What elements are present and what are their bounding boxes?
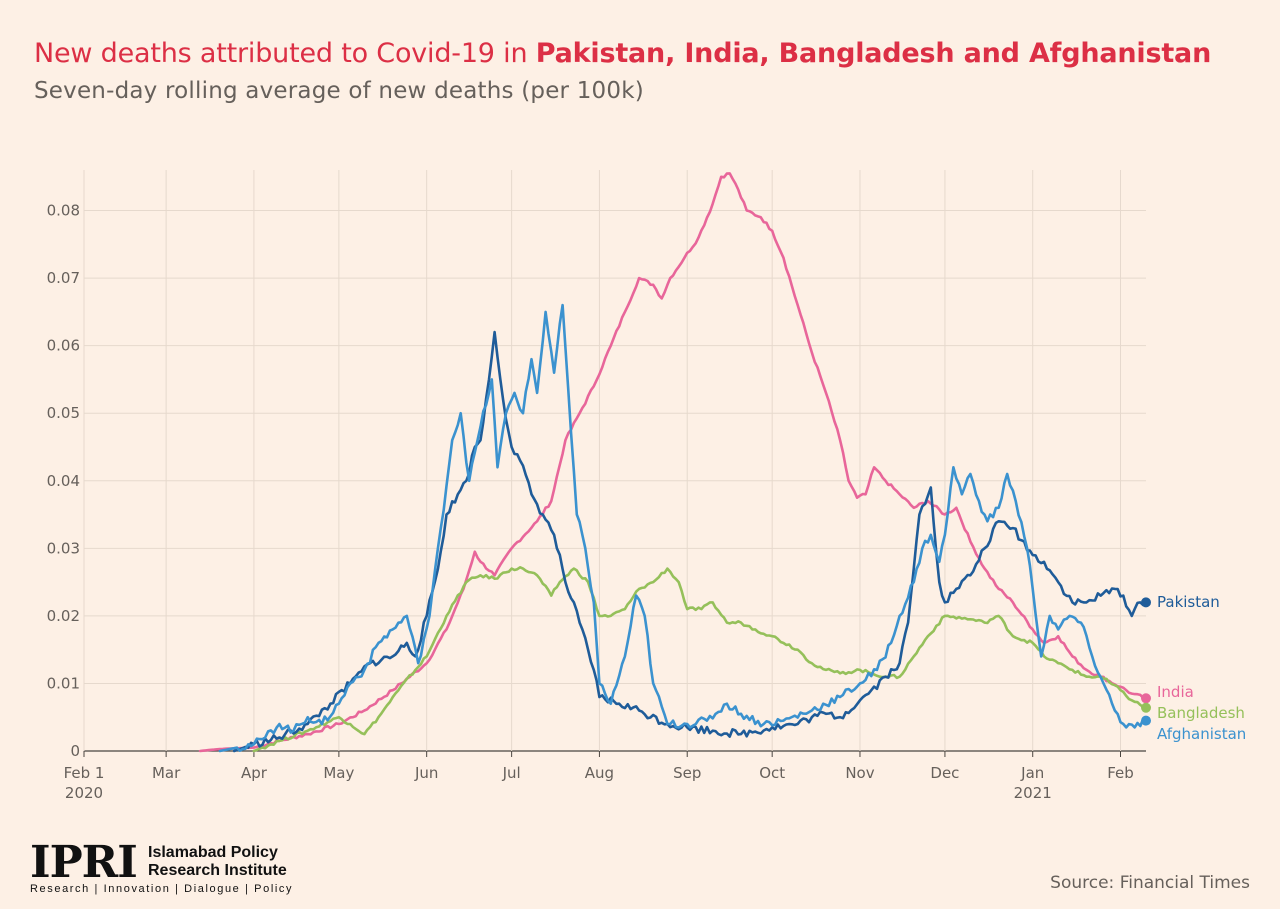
x-tick-label: Feb <box>1107 764 1134 782</box>
x-tick-label: Nov <box>845 764 874 782</box>
series-end-dot-bangladesh <box>1141 702 1151 713</box>
chart-title: New deaths attributed to Covid-19 in Pak… <box>34 38 1211 69</box>
series-label-pakistan: Pakistan <box>1157 593 1220 611</box>
x-tick-label: Mar <box>152 764 181 782</box>
series-lines <box>198 172 1151 753</box>
ipri-logo: IPRI Islamabad Policy Research Institute… <box>30 840 320 900</box>
series-label-bangladesh: Bangladesh <box>1157 704 1245 722</box>
chart-title-prefix: New deaths attributed to Covid-19 in <box>34 38 536 69</box>
series-end-dot-india <box>1141 693 1151 704</box>
x-tick-label: Jul <box>502 764 521 782</box>
x-tick-year: 2020 <box>65 784 103 802</box>
x-tick-label: Aug <box>585 764 614 782</box>
y-tick-label: 0.06 <box>47 337 80 355</box>
series-label-india: India <box>1157 683 1194 701</box>
series-end-labels: India Bangladesh Pakistan Afghanistan <box>1157 593 1246 743</box>
y-tick-label: 0.01 <box>47 674 80 692</box>
logo-tagline: Research | Innovation | Dialogue | Polic… <box>30 883 294 895</box>
series-line-india <box>198 172 1148 753</box>
series-end-dot-afghanistan <box>1141 715 1151 726</box>
series-end-dot-pakistan <box>1141 597 1151 608</box>
gridlines <box>83 170 1146 757</box>
y-tick-label: 0.05 <box>47 404 80 422</box>
series-line-pakistan <box>232 330 1148 753</box>
y-tick-label: 0.03 <box>47 539 80 557</box>
series-line-afghanistan <box>218 303 1148 753</box>
x-tick-label: Jan <box>1020 764 1044 782</box>
x-tick-label: Apr <box>241 764 268 782</box>
y-tick-label: 0.08 <box>47 202 80 220</box>
x-tick-label: Dec <box>930 764 959 782</box>
chart-title-countries: Pakistan, India, Bangladesh and Afghanis… <box>535 38 1212 69</box>
y-tick-label: 0.07 <box>47 269 80 287</box>
logo-name-line2: Research Institute <box>148 862 287 879</box>
y-tick-label: 0.02 <box>47 607 80 625</box>
y-axis-labels: 0 0.01 0.02 0.03 0.04 0.05 0.06 0.07 0.08 <box>47 202 80 760</box>
series-label-afghanistan: Afghanistan <box>1157 725 1246 743</box>
series-line-bangladesh <box>252 566 1148 753</box>
x-tick-label: Feb 1 <box>64 764 105 782</box>
logo-mark: IPRI <box>30 837 138 888</box>
x-axis-labels: Feb 1 2020 Mar Apr May Jun Jul Aug Sep Oct Nov Dec J… <box>64 764 1134 802</box>
chart-subtitle: Seven-day rolling average of new deaths … <box>34 78 644 104</box>
x-tick-year: 2021 <box>1014 784 1052 802</box>
y-tick-label: 0 <box>70 742 80 760</box>
source-credit: Source: Financial Times <box>1050 873 1250 893</box>
x-tick-label: Jun <box>414 764 438 782</box>
x-tick-label: Oct <box>759 764 785 782</box>
logo-name-line1: Islamabad Policy <box>148 844 278 861</box>
logo-name: Islamabad Policy Research Institute <box>148 844 287 880</box>
x-tick-label: Sep <box>673 764 701 782</box>
x-tick-label: May <box>323 764 354 782</box>
y-tick-label: 0.04 <box>47 472 80 490</box>
